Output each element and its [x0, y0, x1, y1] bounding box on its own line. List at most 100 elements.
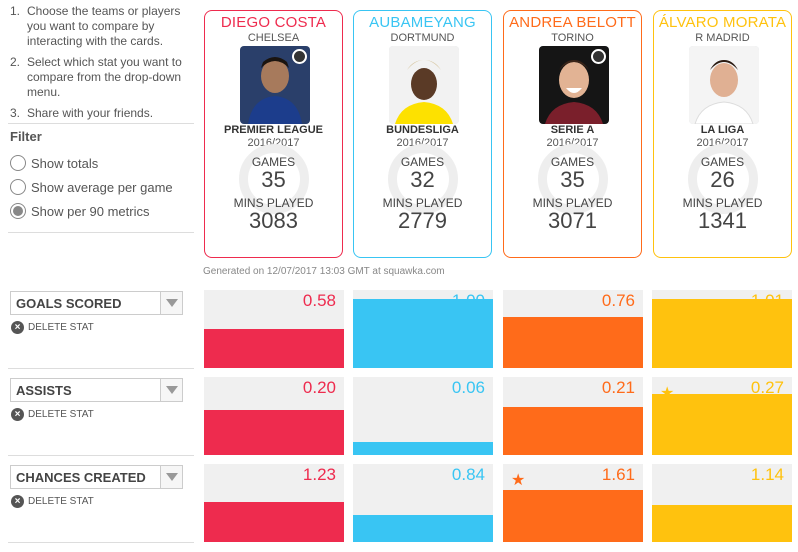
divider [8, 542, 194, 543]
stat-value: 1.14 [750, 465, 784, 484]
games-ring [688, 144, 758, 214]
club-badge-icon [591, 49, 606, 64]
games-label: GAMES [400, 155, 445, 169]
stat-bar [204, 409, 344, 455]
games-value: 32 [410, 167, 435, 192]
player-league: LA LIGA [700, 124, 745, 136]
stat-cell: 0.58 [204, 290, 344, 368]
games-ring [239, 144, 309, 214]
step-number: 2. [10, 55, 21, 69]
radio-show-average[interactable]: Show average per game [10, 179, 173, 195]
player-name: AUBAMEYANG [369, 14, 476, 31]
stat-cell: 0.76 [503, 290, 643, 368]
stat-value: 0.20 [302, 378, 336, 397]
games-label: GAMES [251, 155, 296, 169]
games-value: 35 [261, 167, 286, 192]
player-league: PREMIER LEAGUE [223, 124, 323, 136]
stat-value: 1.23 [302, 465, 336, 484]
player-photo [689, 46, 759, 124]
delete-stat-button[interactable]: × DELETE STAT [11, 321, 94, 334]
player-photo [240, 46, 310, 124]
stat-cell: 0.06 [353, 377, 493, 455]
player-club: TORINO [551, 32, 594, 44]
games-value: 26 [710, 167, 735, 192]
stat-cell: 0.84 [353, 464, 493, 542]
radio-circle-selected-icon[interactable] [10, 203, 26, 219]
divider [8, 368, 194, 369]
divider [8, 455, 194, 456]
radio-show-per-90[interactable]: Show per 90 metrics [10, 203, 150, 219]
stat-bar [353, 441, 493, 455]
player-card-costa[interactable]: DIEGO COSTA CHELSEA PREMIER LEAGUE 2016/… [204, 10, 343, 258]
filter-title: Filter [10, 129, 42, 144]
stat-cell: 1.00 [353, 290, 493, 368]
player-club: DORTMUND [390, 32, 455, 44]
close-circle-icon: × [11, 495, 24, 508]
stat-value: 0.76 [601, 291, 635, 310]
stat-bar [204, 502, 344, 542]
stat-dropdown-goals[interactable]: GOALS SCORED [10, 291, 183, 315]
stat-cell: 1.14 [652, 464, 792, 542]
stat-value: 0.06 [451, 378, 485, 397]
games-value: 35 [560, 167, 585, 192]
step-text: Choose the teams or players you want to … [27, 4, 181, 48]
generated-note: Generated on 12/07/2017 13:03 GMT at squ… [203, 266, 445, 277]
delete-stat-label: DELETE STAT [28, 409, 94, 420]
player-name: ANDREA BELOTT [509, 14, 636, 31]
close-circle-icon: × [11, 321, 24, 334]
divider [8, 232, 194, 233]
instruction-step: 3. Share with your friends. [10, 106, 194, 121]
games-ring [538, 144, 608, 214]
mins-value: 3083 [249, 208, 298, 233]
stat-value: 1.61 [601, 465, 635, 484]
radio-show-totals[interactable]: Show totals [10, 155, 98, 171]
player-club: CHELSEA [247, 32, 300, 44]
player-league: BUNDESLIGA [386, 124, 459, 136]
mins-label: MINS PLAYED [233, 196, 314, 210]
delete-stat-button[interactable]: × DELETE STAT [11, 495, 94, 508]
player-club: R MADRID [695, 32, 750, 44]
instruction-step: 2. Select which stat you want to compare … [10, 55, 194, 100]
radio-circle-icon[interactable] [10, 179, 26, 195]
stat-cell: 0.21 [503, 377, 643, 455]
mins-value: 3071 [548, 208, 597, 233]
club-badge-icon [292, 49, 307, 64]
delete-stat-label: DELETE STAT [28, 496, 94, 507]
player-card-morata[interactable]: ÁLVARO MORATA R MADRID LA LIGA 2016/2017… [653, 10, 792, 258]
stat-cell: ★1.01 [652, 290, 792, 368]
instruction-step: 1. Choose the teams or players you want t… [10, 4, 194, 49]
stat-dropdown-assists[interactable]: ASSISTS [10, 378, 183, 402]
player-card-belotti[interactable]: ANDREA BELOTT TORINO SERIE A 2016/2017 G… [503, 10, 642, 258]
player-name: ÁLVARO MORATA [658, 14, 787, 31]
star-icon: ★ [511, 472, 526, 489]
stat-dropdown-label: ASSISTS [16, 382, 72, 398]
player-photo [389, 46, 459, 124]
divider [8, 123, 194, 124]
player-photo [539, 46, 609, 124]
stat-bar [503, 316, 643, 368]
mins-value: 1341 [698, 208, 747, 233]
stat-bar [353, 514, 493, 542]
step-text: Share with your friends. [27, 106, 154, 120]
stat-bar [652, 505, 792, 542]
chevron-down-icon[interactable] [160, 466, 182, 488]
radio-label: Show totals [31, 155, 99, 171]
delete-stat-label: DELETE STAT [28, 322, 94, 333]
stat-cell: 1.23 [204, 464, 344, 542]
mins-label: MINS PLAYED [382, 196, 463, 210]
player-league: SERIE A [550, 124, 595, 136]
stat-bar [353, 299, 493, 368]
stat-dropdown-chances[interactable]: CHANCES CREATED [10, 465, 183, 489]
stat-value: 0.84 [451, 465, 485, 484]
chevron-down-icon[interactable] [160, 292, 182, 314]
stat-value: 0.58 [302, 291, 336, 310]
chevron-down-icon[interactable] [160, 379, 182, 401]
player-card-aubameyang[interactable]: AUBAMEYANG DORTMUND BUNDESLIGA 2016/2017… [353, 10, 492, 258]
instructions: 1. Choose the teams or players you want t… [10, 4, 194, 127]
stat-dropdown-label: CHANCES CREATED [16, 469, 146, 485]
radio-circle-icon[interactable] [10, 155, 26, 171]
step-number: 3. [10, 106, 21, 120]
left-panel: 1. Choose the teams or players you want t… [0, 0, 194, 552]
delete-stat-button[interactable]: × DELETE STAT [11, 408, 94, 421]
stat-bar [652, 299, 792, 368]
